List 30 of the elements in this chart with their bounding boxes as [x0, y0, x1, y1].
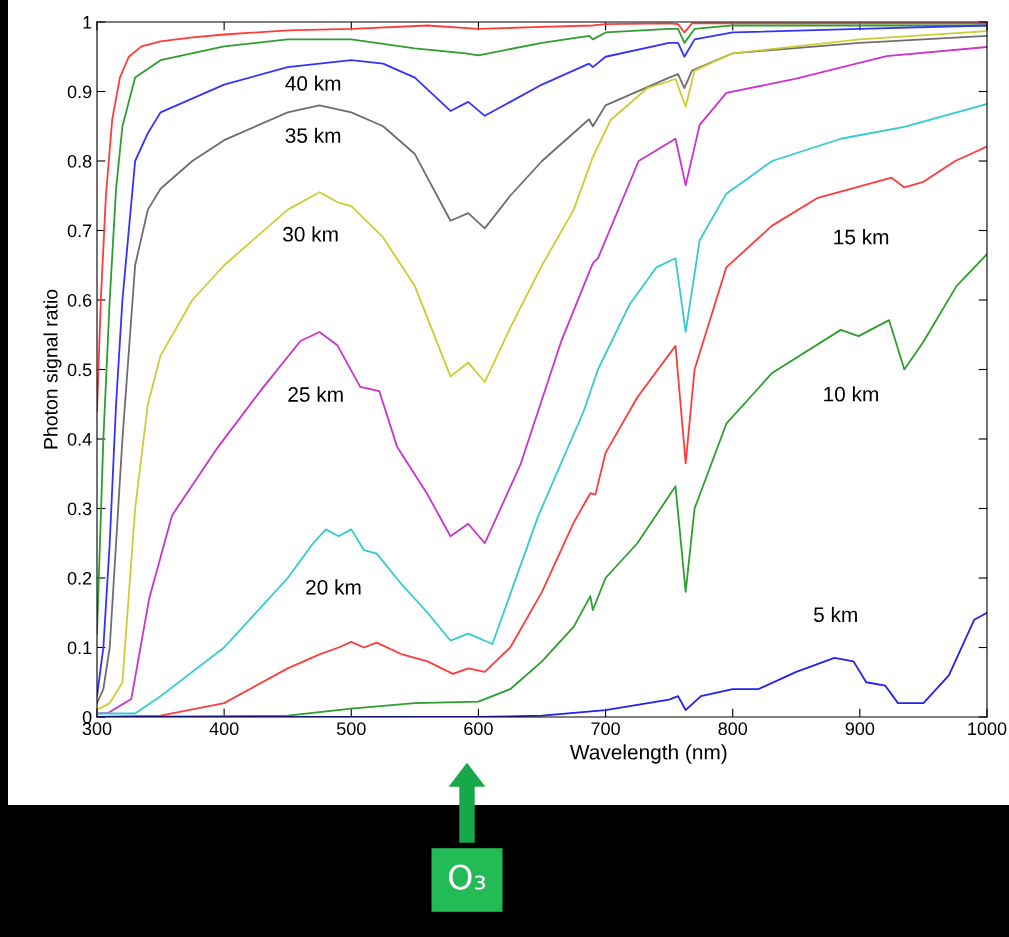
series-label: 25 km [288, 386, 343, 402]
y-tick-label: 0.4 [67, 432, 92, 446]
y-tick-label: 0.6 [67, 293, 92, 307]
y-tick-label: 1 [83, 16, 92, 29]
y-axis-title: Photon signal ratio [43, 289, 62, 449]
x-tick-label: 600 [464, 722, 493, 736]
x-axis-title: Wavelength (nm) [569, 744, 727, 764]
text: O₃ [449, 864, 486, 890]
x-tick-label: 900 [845, 722, 875, 736]
series-label: 35 km [285, 127, 341, 143]
y-tick-label: 0.1 [67, 641, 92, 655]
y-tick-label: 0.7 [67, 224, 92, 238]
series-label: 40 km [285, 75, 341, 91]
x-tick-label: 400 [209, 722, 239, 736]
y-tick-label: 0.3 [67, 502, 92, 516]
series-label: 30 km [283, 226, 338, 242]
x-tick-label: 300 [82, 722, 112, 736]
y-tick-label: 0.5 [67, 363, 92, 377]
series-label: 10 km [824, 386, 878, 402]
x-tick-label: 1000 [968, 722, 1007, 736]
y-tick-label: 0.8 [67, 154, 92, 168]
series-label: 5 km [813, 606, 857, 623]
x-tick-label: 500 [336, 722, 366, 736]
x-tick-label: 700 [591, 722, 620, 736]
series-label: 20 km [306, 579, 361, 595]
y-tick-label: 0.2 [67, 571, 92, 585]
y-tick-label: 0.9 [67, 85, 92, 99]
y-tick-label: 0 [82, 710, 92, 724]
x-tick-label: 800 [718, 722, 748, 736]
series-label: 15 km [834, 229, 889, 245]
